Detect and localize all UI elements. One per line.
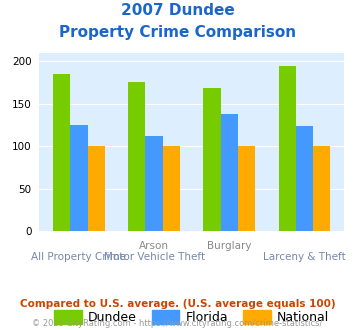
Bar: [203, 88, 221, 231]
Bar: [279, 66, 296, 231]
Bar: [53, 74, 70, 231]
Bar: [146, 136, 163, 231]
Bar: [221, 114, 238, 231]
Text: Motor Vehicle Theft: Motor Vehicle Theft: [104, 252, 204, 262]
Bar: [313, 146, 331, 231]
Bar: [88, 146, 105, 231]
Bar: [70, 125, 88, 231]
Text: © 2025 CityRating.com - https://www.cityrating.com/crime-statistics/: © 2025 CityRating.com - https://www.city…: [32, 319, 323, 328]
Text: Larceny & Theft: Larceny & Theft: [263, 252, 346, 262]
Text: Property Crime Comparison: Property Crime Comparison: [59, 25, 296, 40]
Text: Burglary: Burglary: [207, 241, 252, 251]
Bar: [128, 82, 146, 231]
Text: 2007 Dundee: 2007 Dundee: [121, 3, 234, 18]
Bar: [163, 146, 180, 231]
Text: Arson: Arson: [139, 241, 169, 251]
Text: Compared to U.S. average. (U.S. average equals 100): Compared to U.S. average. (U.S. average …: [20, 299, 335, 309]
Bar: [296, 126, 313, 231]
Bar: [238, 146, 255, 231]
Text: All Property Crime: All Property Crime: [31, 252, 126, 262]
Legend: Dundee, Florida, National: Dundee, Florida, National: [49, 305, 334, 329]
